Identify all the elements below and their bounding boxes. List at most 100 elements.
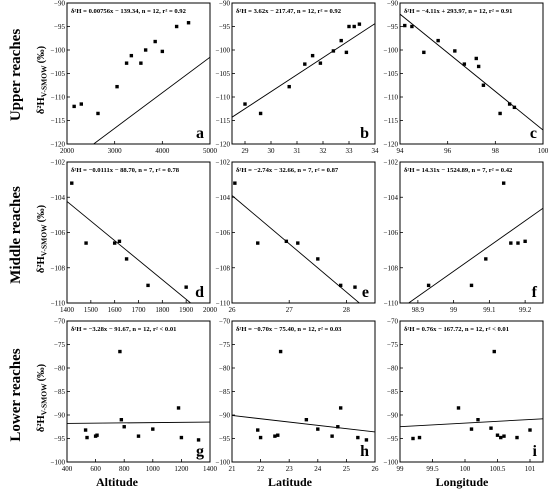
row-label-lower: Lower reaches (8, 348, 24, 441)
regression-line (67, 421, 210, 424)
panel-letter: i (533, 443, 538, 460)
plot-frame (399, 161, 544, 304)
data-point (498, 111, 502, 116)
x-tick-label: 100 (538, 147, 549, 155)
y-tick-label: −110 (216, 94, 231, 102)
data-point (422, 50, 426, 55)
x-tick-label: 1500 (84, 306, 99, 314)
data-point (303, 62, 307, 66)
data-point (258, 111, 263, 116)
row-labels: Upper reaches Middle reaches Lower reach… (8, 29, 24, 442)
x-tick-label: 1900 (179, 306, 194, 314)
data-point (338, 406, 343, 410)
data-point (476, 418, 480, 422)
y-tick-label: −100 (384, 47, 399, 55)
data-point (95, 433, 99, 437)
data-point (112, 241, 117, 245)
y-tick-label: −80 (219, 365, 230, 373)
y-tick-label: −108 (216, 264, 231, 272)
data-point (176, 406, 181, 410)
panel-d: 1400 1500 1600 1700 1800 1900 2000 −110 −108 −106… (51, 159, 218, 315)
data-point (278, 349, 283, 354)
row-label-middle: Middle reaches (8, 186, 24, 284)
data-point (344, 50, 349, 55)
equation-text: δ²H = 3.62x − 217.47, n = 12, r² = 0.92 (236, 8, 342, 15)
data-point (417, 435, 422, 440)
data-point (476, 64, 481, 69)
x-tick-label: 1600 (108, 306, 123, 314)
data-point (501, 181, 506, 185)
x-tick-label: 27 (286, 306, 294, 314)
y-tick-label: −90 (387, 0, 398, 8)
equation-text: δ²H = 0.00756x − 139.34, n = 12, r² = 0.… (71, 8, 187, 15)
ylabel-row-2: δ²HV-SMOW(‰) (36, 204, 49, 273)
regression-line (232, 195, 361, 303)
y-tick-label: −108 (51, 264, 66, 272)
x-tick-label: 98 (492, 147, 500, 155)
y-tick-label: −90 (54, 412, 65, 420)
x-tick-label: 1400 (203, 465, 218, 473)
y-tick-label: −75 (219, 341, 230, 349)
data-point (139, 61, 143, 65)
data-point (339, 38, 343, 43)
data-point (528, 428, 532, 432)
panel-letter: c (530, 125, 537, 142)
data-point (118, 349, 122, 354)
data-point (184, 285, 188, 289)
y-tick-label: −70 (387, 318, 398, 326)
data-point (331, 49, 336, 53)
y-tick-label: −110 (384, 300, 399, 308)
y-tick-label: −95 (387, 23, 398, 31)
y-tick-label: −90 (54, 0, 65, 8)
x-tick-label: 26 (229, 306, 237, 314)
y-tick-label: −85 (387, 388, 398, 396)
y-tick-label: −75 (54, 341, 65, 349)
y-tick-label: −108 (384, 264, 399, 272)
y-tick-label: −120 (384, 141, 399, 149)
data-point (426, 283, 431, 288)
x-tick-label: 400 (62, 465, 73, 473)
y-tick-label: −115 (216, 117, 231, 125)
data-point (273, 434, 277, 438)
data-point (347, 24, 351, 29)
data-point (507, 102, 512, 106)
panel-c: 94 96 98 100 −120 −115 −110 −105 −100 −95 −90 δ²H =… (384, 0, 549, 155)
y-tick-label: −115 (384, 117, 399, 125)
data-point (276, 433, 280, 437)
data-point (364, 438, 369, 442)
data-point (484, 257, 488, 261)
data-point (72, 104, 76, 109)
data-point (356, 435, 360, 440)
data-point (403, 23, 407, 28)
x-tick-label: 33 (346, 147, 354, 155)
data-point (258, 435, 263, 440)
y-tick-label: −80 (387, 365, 398, 373)
plot-frame (231, 161, 376, 304)
data-point (153, 39, 157, 44)
data-point (516, 241, 520, 245)
y-tick-label: −80 (54, 365, 65, 373)
y-tick-label: −105 (216, 70, 231, 78)
y-tick-label: −110 (216, 300, 231, 308)
data-point (310, 53, 315, 58)
x-tick-label: 2000 (60, 147, 75, 155)
equation-text: δ²H = 14.31x − 1524.89, n = 7, r² = 0.42 (404, 167, 513, 174)
data-point (70, 181, 74, 185)
plot-frame (399, 320, 544, 463)
x-tick-label: 29 (242, 147, 250, 155)
y-tick-label: −95 (387, 435, 398, 443)
data-point (336, 425, 340, 429)
regression-line (407, 207, 543, 303)
data-point (316, 257, 320, 261)
panel-letter: h (360, 443, 369, 460)
data-point (462, 62, 467, 66)
data-point (196, 438, 201, 442)
data-point (515, 435, 519, 440)
x-tick-label: 1000 (146, 465, 161, 473)
y-tick-label: −104 (51, 194, 66, 202)
x-tick-label: 99.5 (426, 465, 439, 473)
data-point (523, 239, 527, 244)
equation-text: δ²H = −3.28x − 91.67, n = 12, r² < 0.01 (71, 326, 176, 333)
plot-frame (231, 320, 376, 463)
